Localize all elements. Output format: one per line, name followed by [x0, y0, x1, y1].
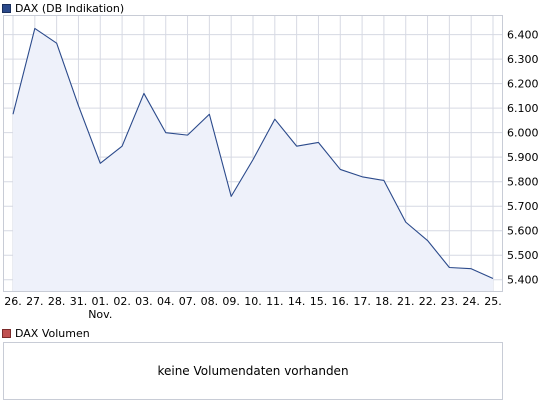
x-tick-label: 27.	[26, 295, 44, 308]
x-tick-label: 23.	[441, 295, 459, 308]
x-tick-label: 08.	[201, 295, 219, 308]
price-chart: 5.400 5.500 5.600 5.700 5.800 5.900 6.000 6.100…	[3, 15, 539, 321]
x-tick-label: 31.	[70, 295, 88, 308]
x-tick-label: 11.	[266, 295, 284, 308]
x-tick-label: 18.	[375, 295, 393, 308]
y-tick-label: 6.200	[507, 78, 539, 91]
x-tick-label: 15.	[310, 295, 328, 308]
y-tick-label: 5.700	[507, 200, 539, 213]
x-tick-label: 02.	[113, 295, 131, 308]
x-month-label: Nov.	[88, 308, 112, 321]
x-tick-label: 16.	[332, 295, 350, 308]
series-line	[12, 27, 494, 280]
x-tick-label: 17.	[353, 295, 371, 308]
y-tick-label: 5.400	[507, 274, 539, 287]
x-tick-label: 07.	[179, 295, 197, 308]
legend-price-swatch	[2, 3, 11, 13]
y-tick-label: 5.800	[507, 176, 539, 189]
legend-price-label: DAX (DB Indikation)	[15, 1, 125, 15]
x-tick-label: 10.	[244, 295, 262, 308]
y-tick-label: 5.600	[507, 225, 539, 238]
x-tick-label: 28.	[48, 295, 66, 308]
y-tick-label: 6.300	[507, 53, 539, 66]
legend-price: DAX (DB Indikation)	[2, 1, 124, 15]
x-tick-label: 25.	[484, 295, 502, 308]
legend-volume: DAX Volumen	[2, 326, 90, 340]
volume-panel: keine Volumendaten vorhanden	[3, 342, 503, 400]
x-tick-label: 26.	[4, 295, 22, 308]
x-tick-label: 22.	[419, 295, 437, 308]
x-tick-label: 24.	[462, 295, 480, 308]
x-tick-label: 21.	[397, 295, 415, 308]
y-tick-label: 5.900	[507, 151, 539, 164]
x-tick-label: 01.	[92, 295, 110, 308]
legend-volume-label: DAX Volumen	[15, 326, 90, 340]
y-tick-label: 6.100	[507, 102, 539, 115]
y-tick-label: 6.000	[507, 127, 539, 140]
y-tick-label: 5.500	[507, 249, 539, 262]
legend-volume-swatch	[2, 328, 11, 338]
y-tick-label: 6.400	[507, 29, 539, 42]
plot-border	[3, 15, 503, 292]
x-tick-label: 03.	[135, 295, 153, 308]
volume-empty-message: keine Volumendaten vorhanden	[157, 364, 349, 378]
x-tick-label: 14.	[288, 295, 306, 308]
x-tick-label: 09.	[222, 295, 240, 308]
x-tick-label: 04.	[157, 295, 175, 308]
